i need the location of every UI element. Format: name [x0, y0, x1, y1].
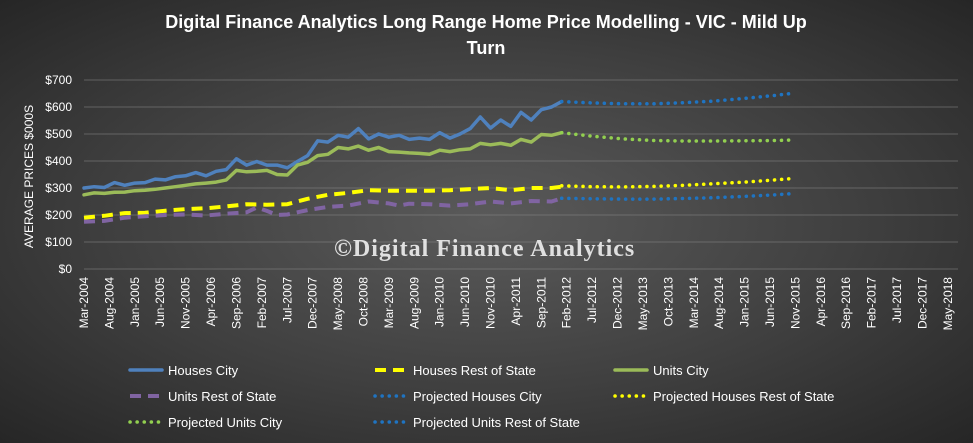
- x-tick-label: Apr-2006: [204, 277, 218, 327]
- x-tick-label: Aug-2014: [712, 277, 726, 329]
- x-tick-label: Nov-2005: [179, 277, 193, 329]
- y-tick-label: $700: [45, 73, 72, 87]
- legend-label: Units City: [653, 363, 709, 378]
- legend-label: Projected Units City: [168, 415, 283, 430]
- watermark-text: ©Digital Finance Analytics: [334, 236, 635, 262]
- x-tick-label: Mar-2014: [687, 277, 701, 329]
- x-tick-label: Feb-2012: [560, 277, 574, 329]
- y-axis-tick-labels: $0 $100 $200 $300 $400 $500 $600 $700: [45, 73, 72, 276]
- legend-item-units-rest-of-state: Units Rest of State: [130, 389, 276, 404]
- x-tick-label: Jul-2007: [280, 277, 294, 323]
- legend-label: Houses City: [168, 363, 239, 378]
- legend-label: Units Rest of State: [168, 389, 276, 404]
- x-tick-label: Apr-2016: [814, 277, 828, 327]
- chart-title-line: Digital Finance Analytics Long Range Hom…: [165, 12, 806, 32]
- legend-label: Projected Units Rest of State: [413, 415, 580, 430]
- legend-item-houses-rest-of-state: Houses Rest of State: [375, 363, 536, 378]
- x-tick-label: Feb-2007: [255, 277, 269, 329]
- x-tick-label: Oct-2013: [661, 277, 675, 327]
- x-tick-label: Jan-2005: [128, 277, 142, 327]
- y-tick-label: $200: [45, 208, 72, 222]
- x-tick-label: Sep-2011: [534, 277, 548, 328]
- series-line-projected-houses-rest-of-state: [559, 176, 798, 189]
- legend-item-projected-houses-rest-of-state: Projected Houses Rest of State: [613, 389, 834, 404]
- series-line-projected-units-rest-of-state: [559, 191, 798, 201]
- x-tick-label: May-2008: [331, 277, 345, 331]
- legend-item-projected-houses-city: Projected Houses City: [373, 389, 542, 404]
- y-tick-label: $600: [45, 100, 72, 114]
- series-line-projected-houses-city: [559, 91, 798, 106]
- y-tick-label: $300: [45, 181, 72, 195]
- x-tick-label: Feb-2017: [865, 277, 879, 329]
- y-tick-label: $100: [45, 235, 72, 249]
- y-tick-label: $0: [59, 262, 73, 276]
- x-tick-label: Jun-2005: [153, 277, 167, 327]
- x-tick-label: May-2018: [941, 277, 955, 331]
- x-tick-label: Jan-2015: [738, 277, 752, 327]
- series-line-units-rest-of-state: [83, 196, 563, 224]
- series-line-houses-rest-of-state: [83, 184, 562, 220]
- series-line-houses-city: [82, 99, 564, 190]
- y-tick-label: $500: [45, 127, 72, 141]
- legend: Houses City Houses Rest of State Units Cit…: [128, 363, 834, 430]
- x-tick-label: Nov-2015: [788, 277, 802, 329]
- x-tick-label: Dec-2007: [306, 277, 320, 329]
- x-tick-label: Jun-2010: [458, 277, 472, 327]
- x-tick-label: Aug-2009: [407, 277, 421, 329]
- legend-item-projected-units-rest-of-state: Projected Units Rest of State: [373, 415, 580, 430]
- legend-label: Projected Houses City: [413, 389, 542, 404]
- x-tick-label: Sep-2006: [229, 277, 243, 329]
- y-tick-label: $400: [45, 154, 72, 168]
- x-tick-label: Mar-2004: [77, 277, 91, 329]
- chart-title: Digital Finance Analytics Long Range Hom…: [165, 12, 806, 58]
- x-tick-label: Dec-2017: [915, 277, 929, 329]
- x-tick-label: Jul-2012: [585, 277, 599, 323]
- y-axis-label: AVERAGE PRICES $000S: [22, 105, 36, 248]
- legend-item-units-city: Units City: [613, 363, 709, 378]
- x-tick-label: Jan-2010: [433, 277, 447, 327]
- x-tick-label: Dec-2012: [611, 277, 625, 329]
- x-tick-label: Jul-2017: [890, 277, 904, 323]
- y-axis-title: AVERAGE PRICES $000S: [22, 105, 36, 248]
- x-tick-label: Apr-2011: [509, 277, 523, 326]
- x-tick-label: Mar-2009: [382, 277, 396, 329]
- x-axis-tick-labels: Mar-2004 Aug-2004 Jan-2005 Jun-2005 Nov-2005…: [77, 277, 955, 331]
- legend-item-projected-units-city: Projected Units City: [128, 415, 283, 430]
- legend-label: Houses Rest of State: [413, 363, 536, 378]
- x-tick-label: Jun-2015: [763, 277, 777, 327]
- x-tick-label: Aug-2004: [102, 277, 116, 329]
- x-tick-label: Sep-2016: [839, 277, 853, 329]
- legend-label: Projected Houses Rest of State: [653, 389, 834, 404]
- legend-item-houses-city: Houses City: [128, 363, 239, 378]
- series-line-projected-units-city: [559, 130, 798, 143]
- series-lines: [82, 91, 798, 224]
- chart-title-line: Turn: [467, 38, 506, 58]
- x-tick-label: May-2013: [636, 277, 650, 331]
- x-tick-label: Oct-2008: [356, 277, 370, 327]
- series-line-units-city: [82, 130, 564, 197]
- watermark: ©Digital Finance Analytics: [334, 236, 635, 262]
- x-tick-label: Nov-2010: [484, 277, 498, 329]
